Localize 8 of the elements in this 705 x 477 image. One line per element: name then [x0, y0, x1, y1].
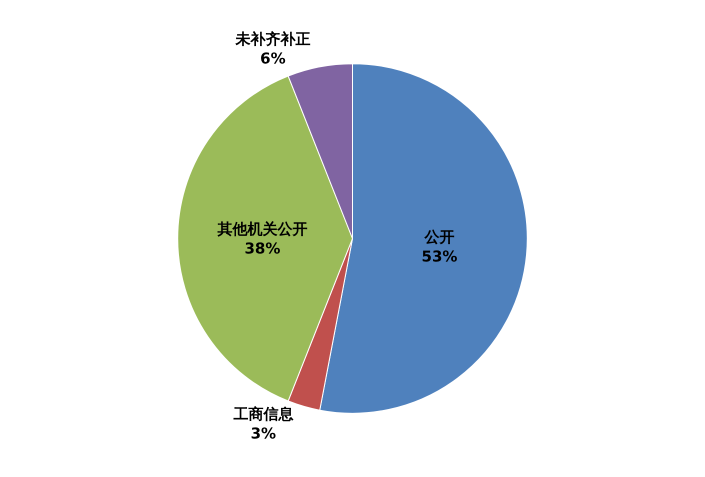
data-label: 53%: [422, 247, 458, 266]
slice-label: 其他机关公开: [216, 220, 308, 238]
slice-label: 公开: [424, 228, 455, 246]
data-label: 3%: [250, 424, 276, 442]
slice-label: 工商信息: [232, 404, 294, 423]
slice-label: 未补齐补正: [234, 30, 310, 48]
data-label: 6%: [260, 49, 286, 68]
data-label: 38%: [244, 239, 280, 258]
